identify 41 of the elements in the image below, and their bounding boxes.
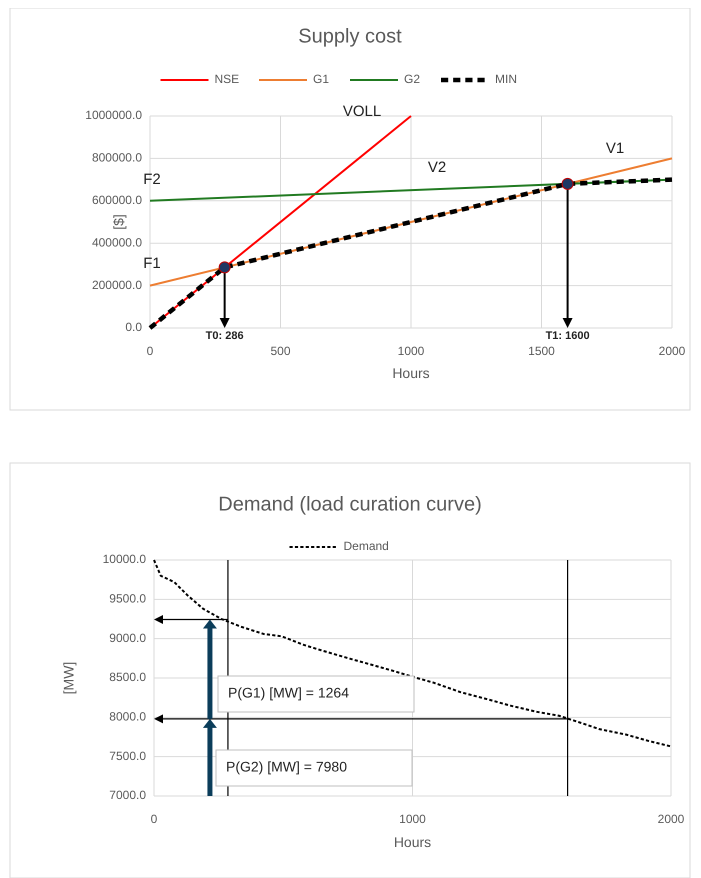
ref-line-label: T1: 1600 bbox=[546, 330, 590, 342]
y-tick-label: 1000000.0 bbox=[85, 108, 142, 122]
legend-label: Demand bbox=[344, 539, 389, 554]
x-axis-title: Hours bbox=[394, 834, 432, 850]
y-axis-title: [MW] bbox=[60, 662, 77, 694]
annotation: P(G2) [MW] = 7980 bbox=[226, 758, 348, 775]
x-tick-label: 0 bbox=[150, 812, 158, 826]
legend-label: MIN bbox=[495, 72, 517, 86]
x-tick-label: 2000 bbox=[658, 344, 686, 358]
y-tick-label: 800000.0 bbox=[92, 150, 142, 165]
y-tick-label: 600000.0 bbox=[92, 192, 142, 207]
y-tick-label: 9500.0 bbox=[109, 592, 146, 606]
legend-label: NSE bbox=[214, 72, 240, 86]
y-tick-label: 7000.0 bbox=[109, 788, 146, 802]
x-tick-label: 1000 bbox=[398, 344, 425, 358]
y-tick-label: 8000.0 bbox=[109, 710, 146, 724]
x-tick-label: 2000 bbox=[658, 812, 685, 826]
annotation: V1 bbox=[606, 140, 624, 157]
y-tick-label: 10000.0 bbox=[102, 552, 146, 566]
chart-title: Supply cost bbox=[298, 25, 402, 48]
annotation: VOLL bbox=[342, 102, 382, 120]
annotation: F2 bbox=[143, 170, 161, 188]
annotation: P(G1) [MW] = 1264 bbox=[228, 684, 350, 701]
x-tick-label: 1500 bbox=[528, 344, 556, 358]
ref-line-label: T0: 286 bbox=[206, 330, 244, 342]
y-tick-label: 200000.0 bbox=[92, 278, 142, 292]
x-tick-label: 500 bbox=[270, 344, 291, 358]
x-tick-label: 0 bbox=[146, 344, 154, 358]
y-tick-label: 9000.0 bbox=[109, 630, 146, 645]
y-axis-title: [$] bbox=[110, 214, 127, 230]
y-tick-label: 0.0 bbox=[125, 320, 142, 334]
annotation: V2 bbox=[428, 158, 446, 176]
legend-label: G1 bbox=[313, 72, 330, 86]
y-tick-label: 8500.0 bbox=[109, 670, 146, 684]
y-tick-label: 7500.0 bbox=[109, 748, 146, 763]
chart-title: Demand (load curation curve) bbox=[218, 493, 482, 516]
legend-label: G2 bbox=[404, 72, 420, 86]
y-tick-label: 400000.0 bbox=[92, 235, 142, 250]
x-tick-label: 1000 bbox=[399, 812, 426, 826]
annotation: F1 bbox=[143, 254, 161, 272]
x-axis-title: Hours bbox=[392, 365, 430, 381]
